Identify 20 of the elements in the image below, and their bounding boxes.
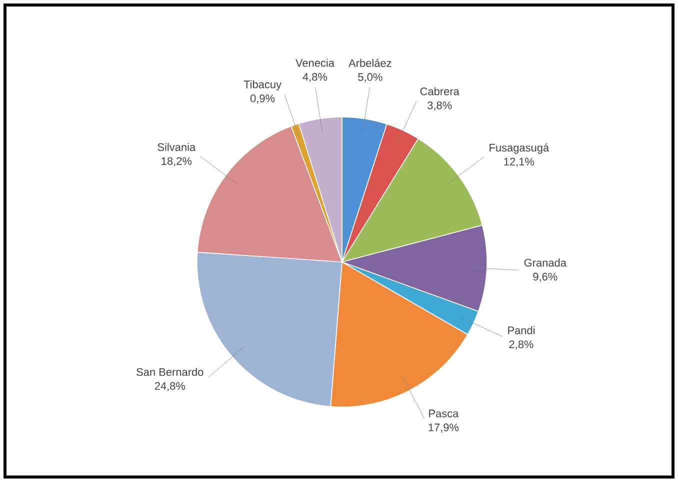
slice-label: Tibacuy xyxy=(244,80,282,90)
data-label: 4,8% xyxy=(302,72,328,82)
data-label: 0,9% xyxy=(250,94,275,104)
data-label: 17,9% xyxy=(428,424,459,433)
slice-label: Arbeláez xyxy=(348,58,392,67)
data-label: 5,0% xyxy=(358,73,382,82)
slice-label: Fusagasugá xyxy=(490,143,550,154)
slice-label: Silvania xyxy=(158,142,196,152)
data-label: 12,1% xyxy=(504,158,534,167)
slice-label: Pandi xyxy=(508,326,535,334)
data-label: 9,6% xyxy=(533,272,558,282)
data-label: 24,8% xyxy=(154,382,186,392)
slice-label: Venecia xyxy=(296,58,334,67)
slice-label: San Bernardo xyxy=(136,368,204,376)
slice-label: Pasca xyxy=(429,410,459,418)
slice-label: Cabrera xyxy=(420,87,460,96)
data-label: 18,2% xyxy=(162,157,192,166)
slice-label: Granada xyxy=(524,258,566,267)
data-label: 2,8% xyxy=(509,340,534,350)
data-label: 3,8% xyxy=(428,101,452,111)
